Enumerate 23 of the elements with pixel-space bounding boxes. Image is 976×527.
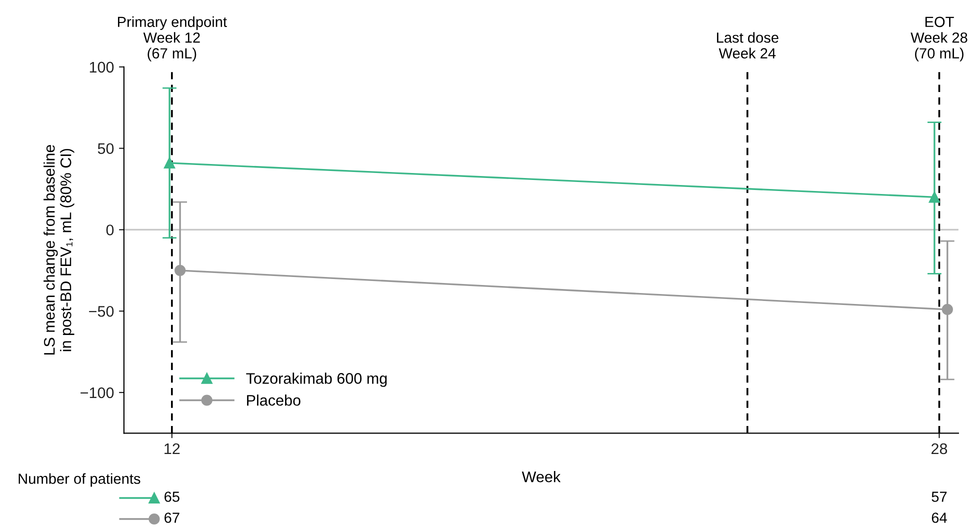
text: 65 bbox=[164, 492, 180, 502]
point bbox=[928, 192, 940, 203]
y-tick-label: 0 bbox=[106, 224, 114, 236]
legend-label: Placebo bbox=[247, 394, 300, 406]
point bbox=[174, 264, 186, 276]
point bbox=[164, 157, 176, 169]
x-tick-label: 28 bbox=[932, 443, 948, 454]
y-tick-label: 50 bbox=[98, 143, 114, 154]
y-tick-label: 100 bbox=[90, 62, 114, 73]
ref-line-label: Last dose Week 24 bbox=[716, 32, 778, 58]
ref-line-label: Primary endpoint Week 12 (67 mL) bbox=[118, 16, 227, 62]
text: 67 bbox=[164, 512, 180, 523]
x-tick-label: 12 bbox=[164, 443, 180, 454]
ref-line-label: EOT Week 28 (70 mL) bbox=[910, 16, 968, 62]
text: 64 bbox=[932, 512, 947, 523]
point bbox=[942, 304, 953, 316]
legend-label: Tozorakimab 600 mg bbox=[246, 372, 387, 387]
y-tick-label: −100 bbox=[80, 387, 114, 398]
text: Number of patients bbox=[18, 473, 140, 487]
y-axis-title: LS mean change from baseline in post-BD FEV₁, mL (80% CI) bbox=[44, 144, 74, 355]
text: 57 bbox=[932, 492, 947, 502]
x-axis-title: Week bbox=[522, 471, 561, 482]
y-tick-label: −50 bbox=[89, 306, 114, 317]
